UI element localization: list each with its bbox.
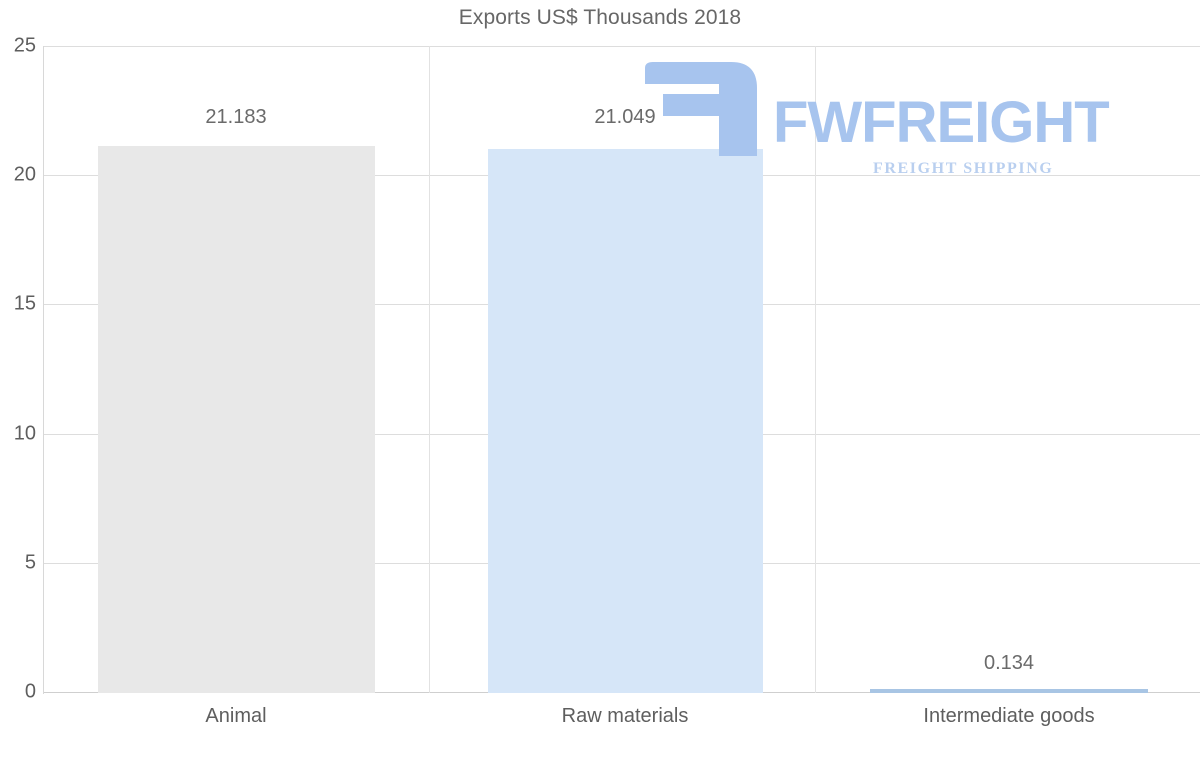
y-tick-0: 0 <box>24 680 36 703</box>
bar-raw-materials[interactable] <box>488 149 763 693</box>
bar-intermediate-goods[interactable] <box>870 689 1148 693</box>
gridline-y-25 <box>43 46 1200 47</box>
x-axis-label-intermediate-goods: Intermediate goods <box>923 705 1095 727</box>
y-tick-10: 10 <box>13 422 36 445</box>
bar-animal[interactable] <box>98 146 375 693</box>
category-separator-1 <box>429 46 430 693</box>
category-separator-2 <box>815 46 816 693</box>
x-axis-label-animal: Animal <box>205 705 267 727</box>
y-tick-5: 5 <box>24 551 36 574</box>
bar-value-label-animal: 21.183 <box>205 106 267 128</box>
y-tick-25: 25 <box>13 34 36 57</box>
y-tick-20: 20 <box>13 163 36 186</box>
y-tick-15: 15 <box>13 292 36 315</box>
chart-title: Exports US$ Thousands 2018 <box>458 6 742 29</box>
y-axis-line <box>43 46 44 694</box>
bar-value-label-intermediate-goods: 0.134 <box>983 652 1035 674</box>
plot-area <box>43 46 1200 693</box>
x-axis-label-raw-materials: Raw materials <box>561 705 689 727</box>
bar-value-label-raw-materials: 21.049 <box>594 106 656 128</box>
